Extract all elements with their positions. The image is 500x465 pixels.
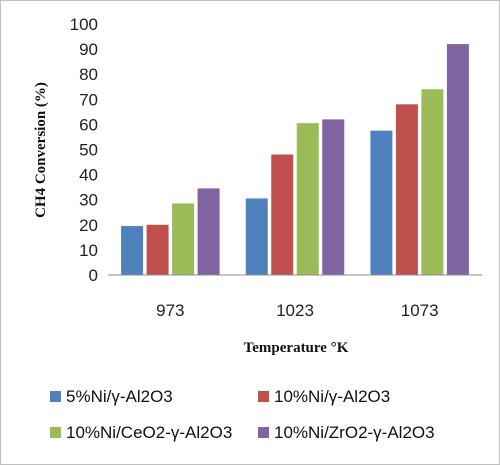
x-tick-label: 1023 [276,301,314,320]
legend-label: 10%Ni/ZrO2-γ-Al2O3 [274,423,435,442]
y-tick-labels: 0 10 20 30 40 50 60 70 80 90 100 [70,15,98,285]
x-tick-labels: 973 1023 1073 [156,301,438,320]
y-tick-label: 80 [79,65,98,84]
legend-label: 10%Ni/γ-Al2O3 [274,387,390,406]
bar [395,104,418,275]
legend-swatch [50,427,61,438]
bar [197,188,220,275]
y-tick-label: 40 [79,166,98,185]
legend-swatch [258,427,269,438]
y-tick-label: 70 [79,90,98,109]
y-tick-label: 100 [70,15,98,34]
bar [172,203,195,275]
legend-label: 5%Ni/γ-Al2O3 [66,387,173,406]
bars-group [121,44,469,276]
bar [245,198,268,275]
x-tick-label: 1073 [401,301,439,320]
legend-label: 10%Ni/CeO2-γ-Al2O3 [66,423,232,442]
bar [370,130,393,275]
legend-swatch [50,391,61,402]
x-axis-title: Temperature °K [244,340,349,356]
y-tick-label: 50 [79,141,98,160]
legend: 5%Ni/γ-Al2O3 10%Ni/γ-Al2O3 10%Ni/CeO2-γ-Al… [50,387,435,442]
y-tick-label: 10 [79,241,98,260]
bar [296,123,319,276]
bar [322,119,345,275]
y-tick-label: 0 [89,266,98,285]
y-tick-label: 20 [79,216,98,235]
bar [121,226,144,275]
bar [446,44,469,275]
y-tick-label: 60 [79,115,98,134]
y-axis-title: CH4 Conversion (%) [33,82,49,218]
x-tick-label: 973 [156,301,184,320]
legend-swatch [258,391,269,402]
bar [271,154,294,275]
y-tick-label: 30 [79,191,98,210]
bar [421,89,444,275]
bar [146,224,169,275]
y-tick-label: 90 [79,40,98,59]
